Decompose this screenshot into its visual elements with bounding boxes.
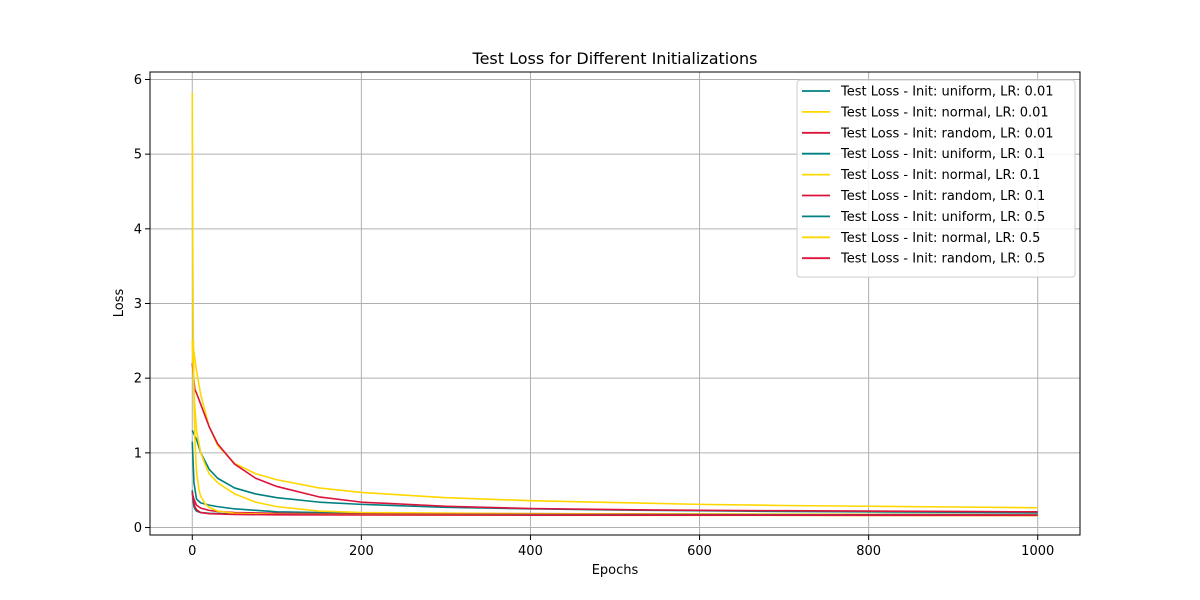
y-tick-label: 5: [134, 148, 142, 163]
y-tick-label: 2: [134, 372, 142, 387]
x-axis-label: Epochs: [592, 563, 639, 578]
series-line-3: [191, 363, 1038, 513]
y-axis-label: Loss: [112, 289, 127, 318]
legend-label: Test Loss - Init: random, LR: 0.01: [840, 126, 1054, 141]
x-tick-label: 600: [687, 544, 712, 559]
legend-label: Test Loss - Init: random, LR: 0.1: [840, 189, 1045, 204]
series-line-2: [191, 340, 1038, 509]
series-lines: [191, 92, 1038, 517]
legend-label: Test Loss - Init: normal, LR: 0.1: [840, 168, 1040, 183]
legend-label: Test Loss - Init: uniform, LR: 0.1: [840, 147, 1045, 162]
x-tick-label: 200: [349, 544, 374, 559]
legend-box: [796, 79, 1076, 278]
legend-label: Test Loss - Init: random, LR: 0.5: [840, 252, 1045, 267]
y-tick-label: 1: [134, 446, 142, 461]
x-tick-label: 0: [188, 544, 196, 559]
x-tick-label: 400: [518, 544, 543, 559]
chart-title: Test Loss for Different Initializations: [472, 49, 758, 68]
series-line-9: [191, 491, 1038, 517]
legend-label: Test Loss - Init: normal, LR: 0.01: [840, 105, 1049, 120]
y-tick-label: 0: [134, 521, 142, 536]
axis-ticks: 0 200 400 600 800 1000 0 1 2 3 4 5 6: [134, 73, 1055, 559]
legend-label: Test Loss - Init: uniform, LR: 0.01: [840, 85, 1054, 100]
legend-label: Test Loss - Init: normal, LR: 0.5: [840, 231, 1040, 246]
x-tick-label: 1000: [1021, 544, 1054, 559]
y-tick-label: 6: [134, 73, 142, 88]
y-tick-label: 4: [134, 222, 142, 237]
y-tick-label: 3: [134, 297, 142, 312]
legend-label: Test Loss - Init: uniform, LR: 0.5: [840, 210, 1045, 225]
legend: Test Loss - Init: uniform, LR: 0.01 Test …: [796, 79, 1076, 278]
x-tick-label: 800: [856, 544, 881, 559]
